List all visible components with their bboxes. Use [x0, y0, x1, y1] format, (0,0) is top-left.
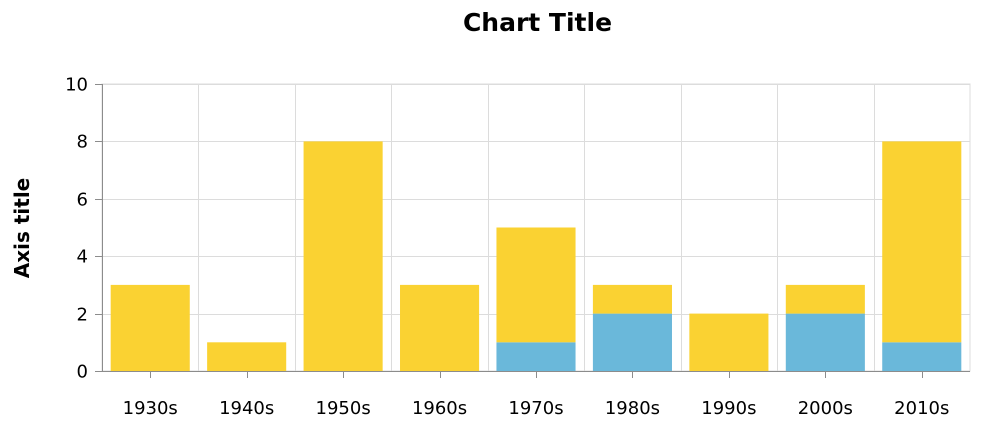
- bar-segment-1980s-series-1: [592, 313, 672, 371]
- x-tick-label: 1950s: [316, 398, 371, 419]
- bar-segment-1940s-series-2: [207, 342, 287, 371]
- bar-segment-1950s-series-2: [303, 141, 383, 371]
- y-tick-label: 2: [77, 305, 88, 326]
- x-tick-label: 1980s: [605, 398, 660, 419]
- x-tick-label: 1940s: [219, 398, 274, 419]
- bar-segment-1990s-series-2: [689, 313, 769, 371]
- x-tick-label: 1990s: [701, 398, 756, 419]
- x-tick-label: 1930s: [123, 398, 178, 419]
- bar-segment-1970s-series-2: [496, 227, 576, 343]
- bar-segment-1970s-series-1: [496, 342, 576, 371]
- bar-segment-1930s-series-2: [110, 284, 190, 371]
- chart-title: Chart Title: [462, 8, 613, 37]
- bar-segment-1960s-series-2: [400, 284, 480, 371]
- bar-segment-2000s-series-1: [785, 313, 865, 371]
- bar-segment-2010s-series-2: [882, 141, 962, 343]
- x-tick-label: 1970s: [508, 398, 563, 419]
- x-tick-label: 2010s: [894, 398, 949, 419]
- y-tick-label: 8: [77, 132, 88, 153]
- y-tick-label: 6: [77, 190, 88, 211]
- bar-segment-1980s-series-2: [592, 284, 672, 314]
- y-tick-label: 4: [77, 247, 88, 268]
- y-tick-label: 10: [65, 75, 88, 96]
- x-tick-label: 2000s: [798, 398, 853, 419]
- x-tick-label: 1960s: [412, 398, 467, 419]
- y-tick-label: 0: [77, 362, 88, 383]
- bar-segment-2010s-series-1: [882, 342, 962, 371]
- bar-segment-2000s-series-2: [785, 284, 865, 314]
